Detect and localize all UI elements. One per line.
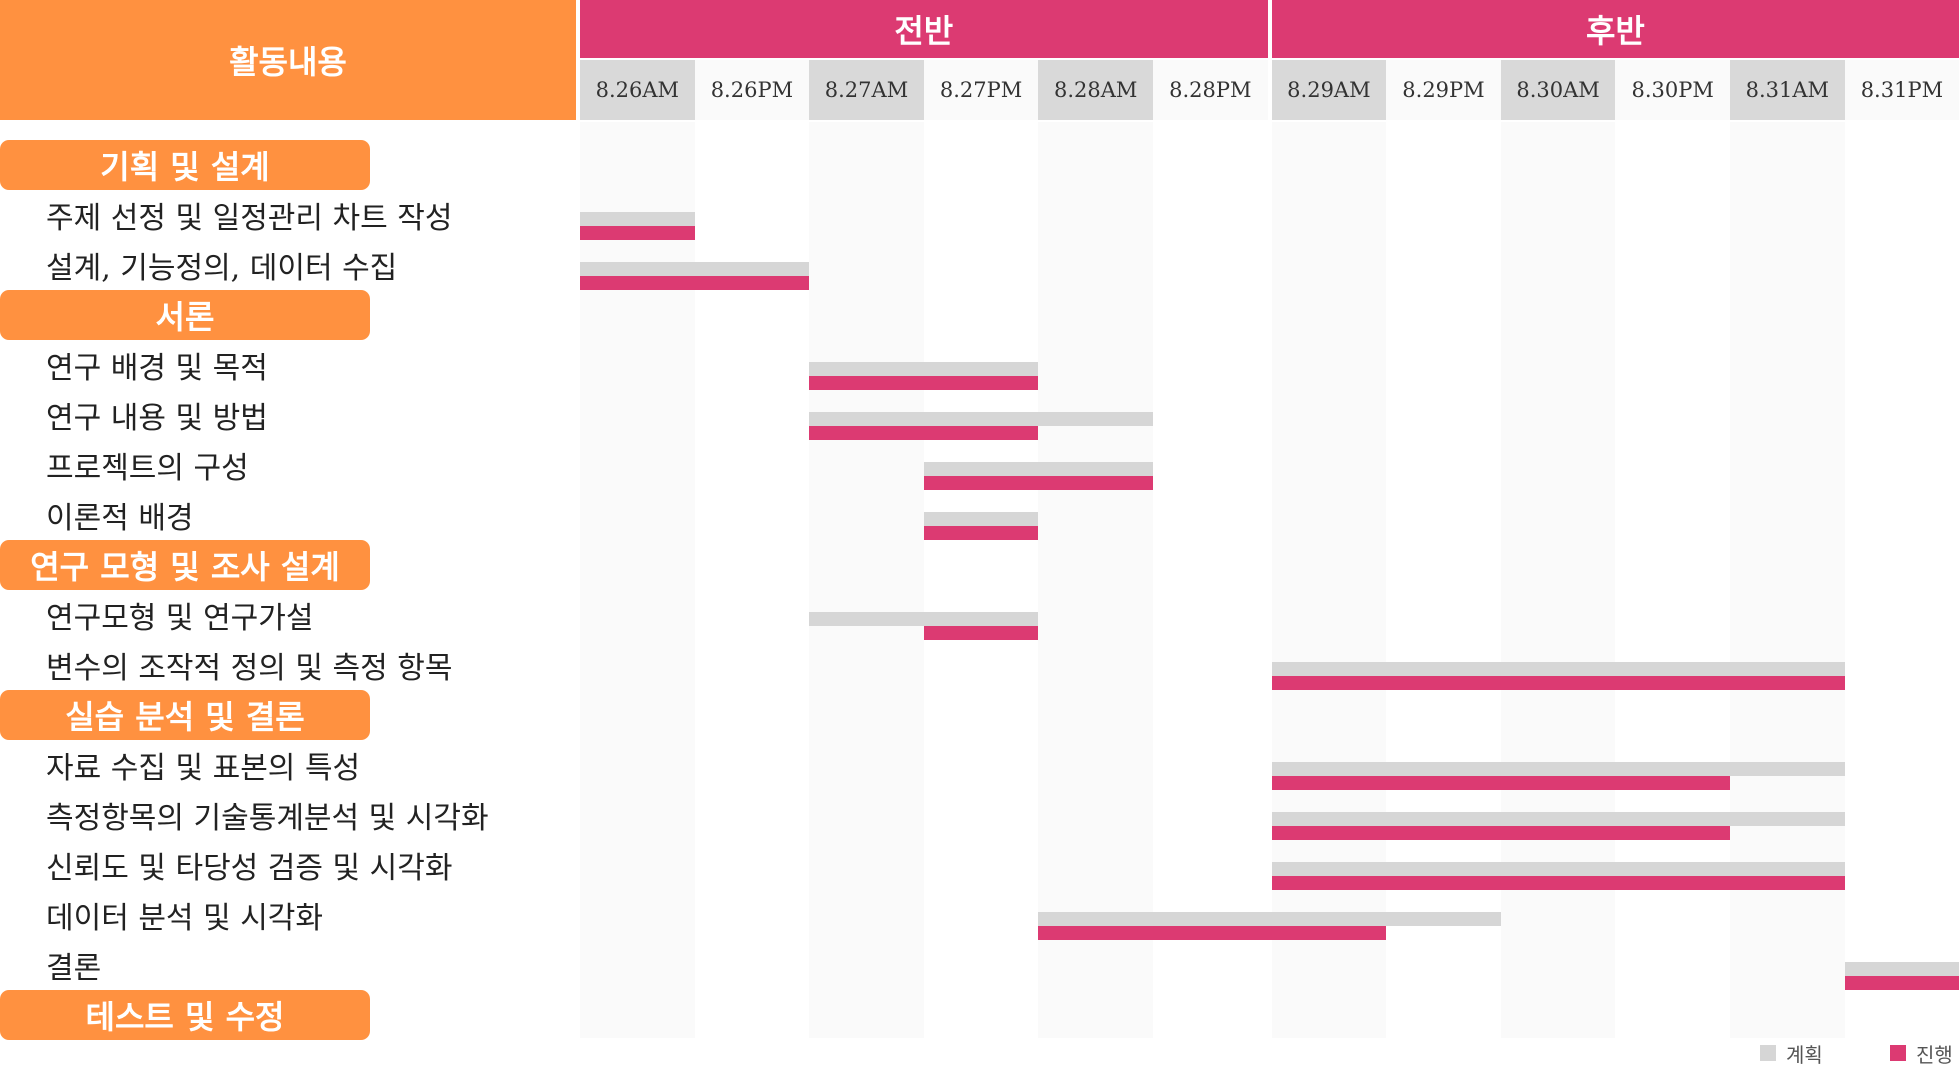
actual-bar xyxy=(809,426,1039,440)
planned-bar xyxy=(923,512,1039,526)
task-label: 신뢰도 및 타당성 검증 및 시각화 xyxy=(46,851,453,886)
actual-bar xyxy=(1844,976,1960,990)
actual-bar xyxy=(1038,926,1387,940)
legend-planned: 계획 xyxy=(1760,1038,1823,1068)
actual-bar xyxy=(923,526,1039,540)
task-label: 이론적 배경 xyxy=(46,501,194,536)
legend-actual-swatch xyxy=(1890,1045,1906,1061)
planned-bar xyxy=(1271,762,1845,776)
x-tick-label: 8.28AM xyxy=(1038,60,1153,120)
category-label: 서론 xyxy=(0,290,370,340)
task-label: 자료 수집 및 표본의 특성 xyxy=(46,751,361,786)
column-background xyxy=(1271,122,1387,1038)
task-label: 측정항목의 기술통계분석 및 시각화 xyxy=(46,801,489,836)
column-background xyxy=(809,122,924,1038)
planned-bar xyxy=(1271,662,1845,676)
task-label: 연구모형 및 연구가설 xyxy=(46,601,314,636)
planned-bar xyxy=(580,212,695,226)
activity-column-header: 활동내용 xyxy=(0,0,576,120)
first-half-header: 전반 xyxy=(580,0,1268,58)
actual-bar xyxy=(809,376,1039,390)
x-tick-label: 8.30AM xyxy=(1500,60,1616,120)
x-tick-label: 8.27AM xyxy=(809,60,924,120)
x-tick-label: 8.31PM xyxy=(1844,60,1960,120)
legend-planned-label: 계획 xyxy=(1786,1042,1823,1067)
x-tick-label: 8.26PM xyxy=(694,60,810,120)
x-tick-label: 8.31AM xyxy=(1730,60,1845,120)
category-label: 실습 분석 및 결론 xyxy=(0,690,370,740)
column-background xyxy=(1500,122,1616,1038)
actual-bar xyxy=(1271,676,1845,690)
planned-bar xyxy=(809,412,1153,426)
actual-bar xyxy=(923,626,1039,640)
column-background xyxy=(1730,122,1845,1038)
category-label: 테스트 및 수정 xyxy=(0,990,370,1040)
x-tick-label: 8.30PM xyxy=(1615,60,1730,120)
task-label: 프로젝트의 구성 xyxy=(46,451,249,486)
legend-actual: 진행 xyxy=(1890,1038,1953,1068)
actual-bar xyxy=(1271,776,1730,790)
x-tick-label: 8.27PM xyxy=(923,60,1039,120)
task-label: 주제 선정 및 일정관리 차트 작성 xyxy=(46,201,453,236)
planned-bar xyxy=(1038,912,1501,926)
planned-bar xyxy=(809,362,1039,376)
legend-actual-label: 진행 xyxy=(1916,1042,1953,1067)
task-label: 데이터 분석 및 시각화 xyxy=(46,901,324,936)
actual-bar xyxy=(580,226,695,240)
planned-bar xyxy=(580,262,810,276)
task-label: 변수의 조작적 정의 및 측정 항목 xyxy=(46,651,453,686)
column-background xyxy=(1038,122,1153,1038)
second-half-header: 후반 xyxy=(1271,0,1960,58)
actual-bar xyxy=(923,476,1153,490)
x-tick-label: 8.26AM xyxy=(580,60,695,120)
task-label: 연구 배경 및 목적 xyxy=(46,351,268,386)
planned-bar xyxy=(1271,862,1845,876)
actual-bar xyxy=(1271,826,1730,840)
actual-bar xyxy=(1271,876,1845,890)
task-label: 연구 내용 및 방법 xyxy=(46,401,268,436)
planned-bar xyxy=(1844,962,1960,976)
planned-bar xyxy=(1271,812,1845,826)
column-background xyxy=(580,122,695,1038)
task-label: 설계, 기능정의, 데이터 수집 xyxy=(46,251,398,286)
category-label: 기획 및 설계 xyxy=(0,140,370,190)
planned-bar xyxy=(809,612,1039,626)
category-label: 연구 모형 및 조사 설계 xyxy=(0,540,370,590)
x-tick-label: 8.28PM xyxy=(1153,60,1268,120)
planned-bar xyxy=(923,462,1153,476)
actual-bar xyxy=(580,276,810,290)
legend-planned-swatch xyxy=(1760,1045,1776,1061)
x-tick-label: 8.29PM xyxy=(1386,60,1501,120)
task-label: 결론 xyxy=(46,951,102,986)
x-tick-label: 8.29AM xyxy=(1271,60,1387,120)
